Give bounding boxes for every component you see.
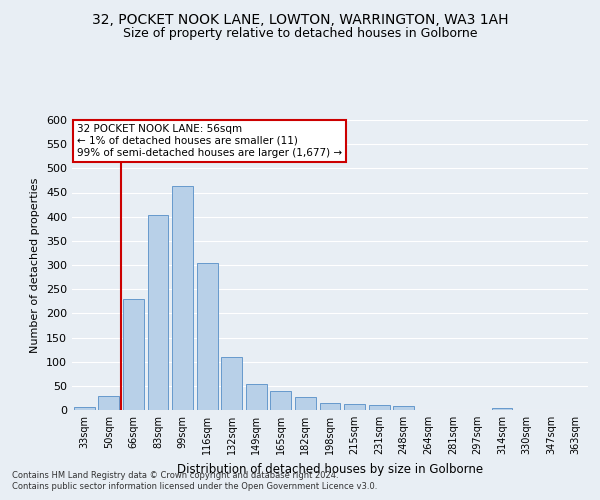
Bar (344, 404, 365, 410)
Bar (123, 299, 144, 410)
Bar (393, 406, 414, 410)
Text: 32, POCKET NOOK LANE, LOWTON, WARRINGTON, WA3 1AH: 32, POCKET NOOK LANE, LOWTON, WARRINGTON… (92, 12, 508, 26)
Bar (74, 406, 95, 410)
Bar (148, 215, 169, 410)
Bar (172, 186, 193, 410)
Bar (491, 408, 512, 410)
Bar (295, 397, 316, 410)
Text: Contains public sector information licensed under the Open Government Licence v3: Contains public sector information licen… (12, 482, 377, 491)
Bar (368, 405, 389, 410)
Text: Size of property relative to detached houses in Golborne: Size of property relative to detached ho… (123, 28, 477, 40)
Text: 32 POCKET NOOK LANE: 56sqm
← 1% of detached houses are smaller (11)
99% of semi-: 32 POCKET NOOK LANE: 56sqm ← 1% of detac… (77, 124, 342, 158)
Bar (320, 403, 340, 410)
Bar (197, 262, 218, 410)
Bar (98, 396, 119, 410)
Bar (271, 390, 292, 410)
X-axis label: Distribution of detached houses by size in Golborne: Distribution of detached houses by size … (177, 462, 483, 475)
Y-axis label: Number of detached properties: Number of detached properties (31, 178, 40, 352)
Text: Contains HM Land Registry data © Crown copyright and database right 2024.: Contains HM Land Registry data © Crown c… (12, 470, 338, 480)
Bar (246, 384, 267, 410)
Bar (221, 357, 242, 410)
